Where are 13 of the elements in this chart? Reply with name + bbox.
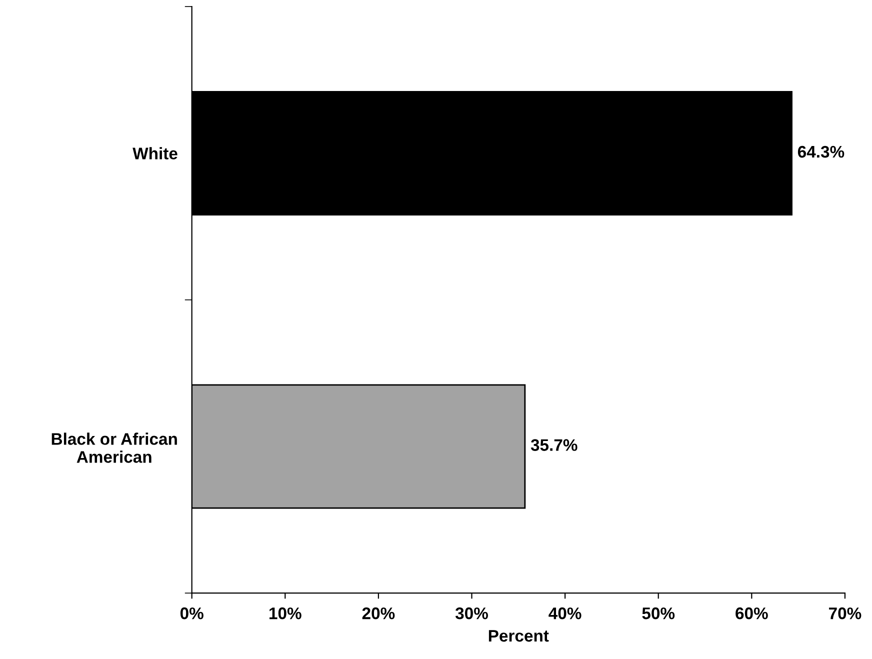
data-label: 64.3%	[798, 146, 844, 158]
data-label: 35.7%	[530, 439, 578, 451]
y-tick-label: White	[132, 147, 178, 160]
x-axis-title: Percent	[488, 630, 549, 642]
x-tick-label: 50%	[642, 607, 675, 620]
y-tick-label: Black or African American	[52, 432, 177, 463]
x-tick-label: 40%	[548, 607, 582, 620]
x-tick-label: 20%	[362, 607, 395, 620]
x-tick-label: 0%	[180, 607, 204, 620]
x-tick-label: 70%	[829, 607, 862, 620]
x-tick-label: 30%	[455, 607, 488, 620]
x-tick-label: 60%	[736, 607, 768, 620]
x-tick-label: 10%	[270, 607, 302, 620]
